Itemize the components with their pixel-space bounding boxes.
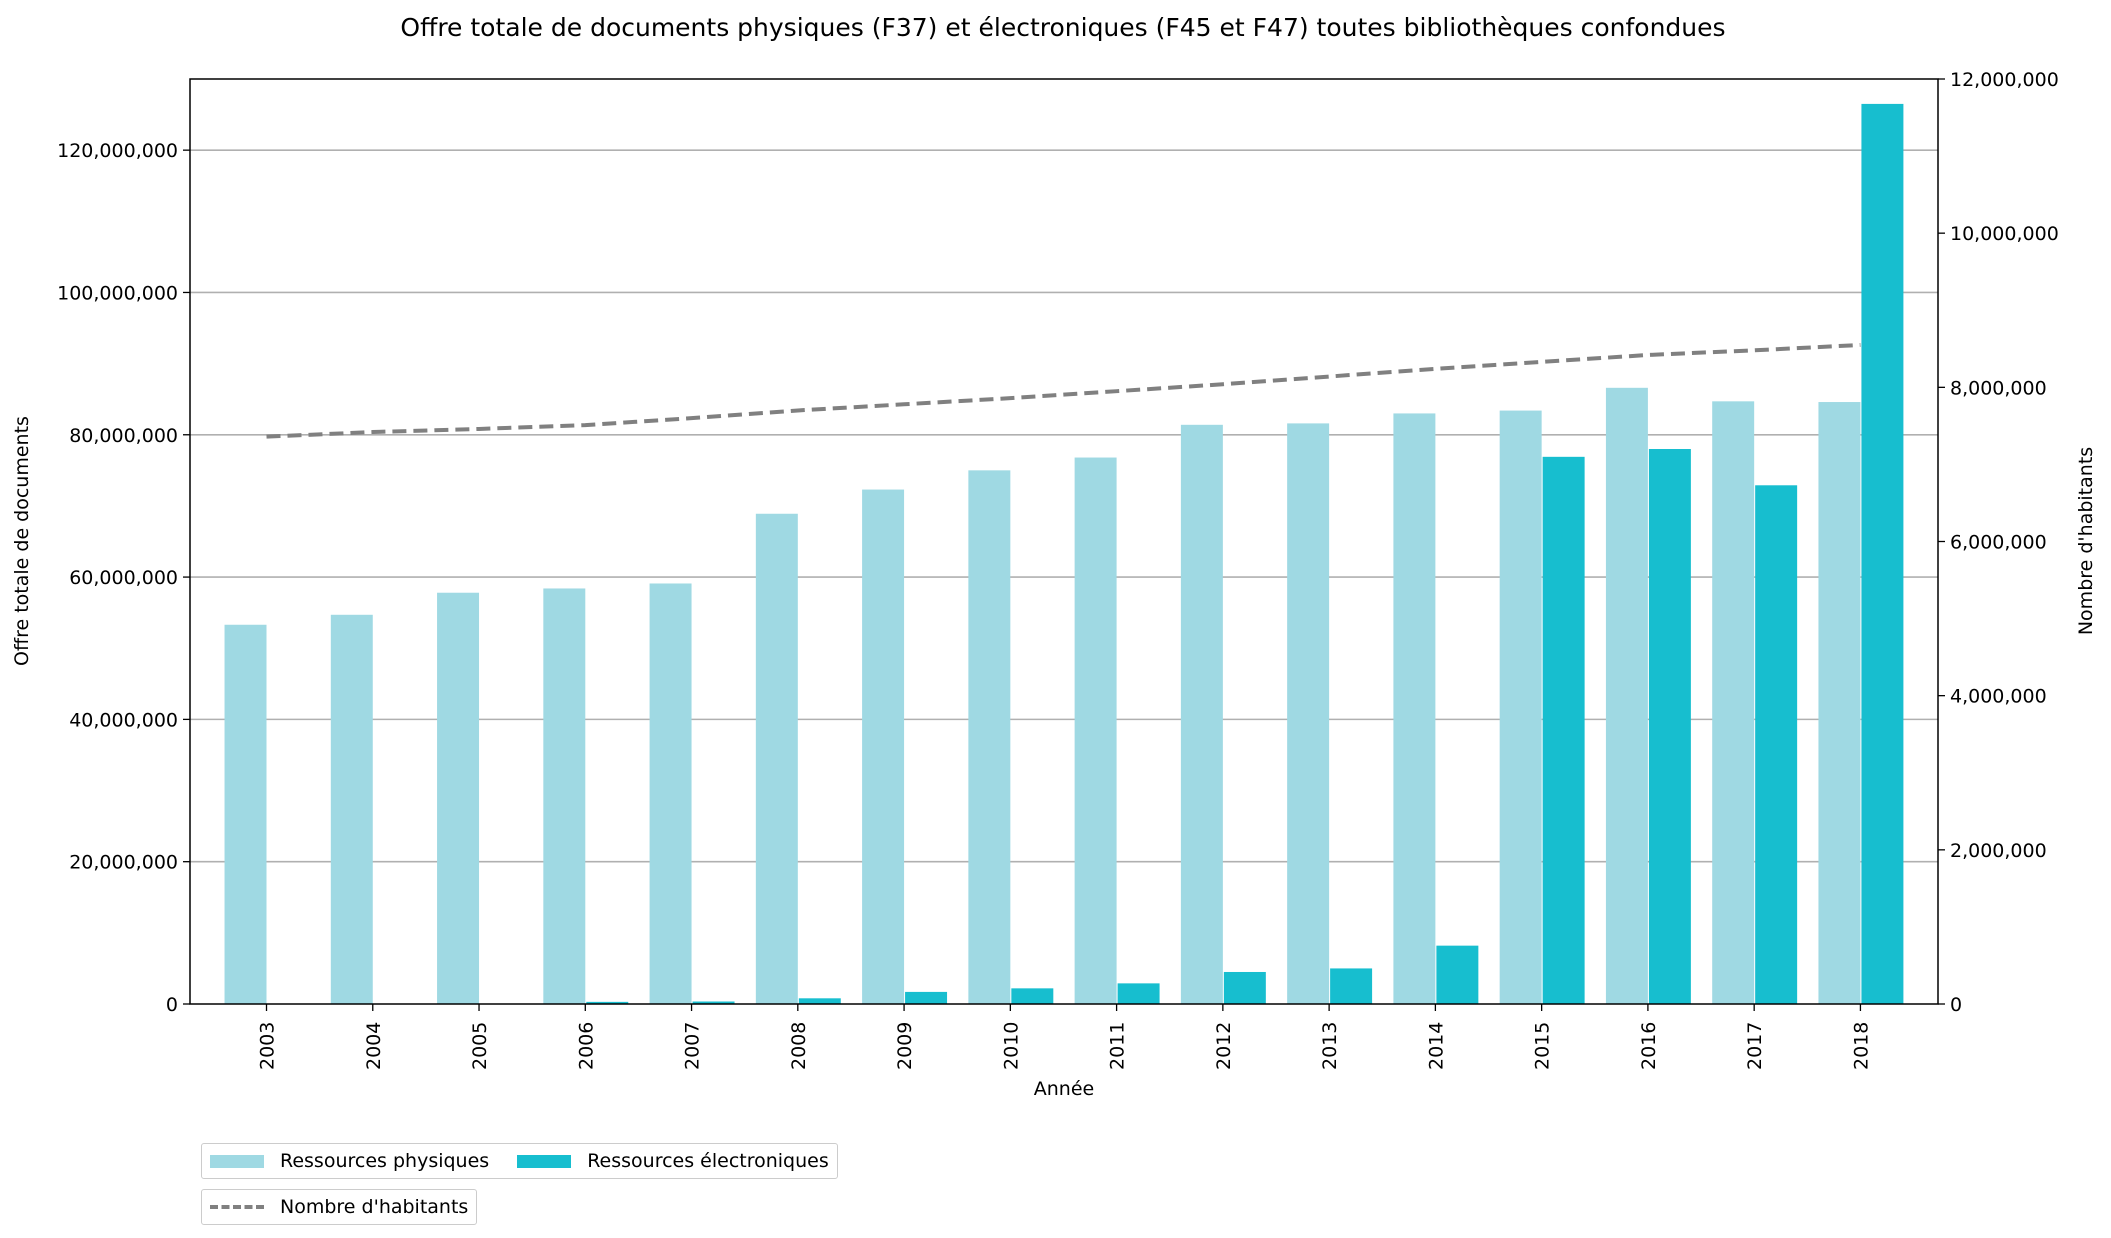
legend-item-habitants: Nombre d'habitants: [210, 1196, 468, 1218]
bar-physiques-2004: [330, 614, 373, 1004]
bar-electroniques-2015: [1542, 456, 1585, 1005]
y-tick-label-4: 80,000,000: [69, 425, 178, 447]
x-tick-label-2011: 2011: [1107, 1022, 1129, 1070]
x-tick-label-2014: 2014: [1425, 1022, 1447, 1070]
x-tick-label-2006: 2006: [575, 1022, 597, 1070]
bar-physiques-2006: [543, 588, 586, 1004]
bar-electroniques-2006: [586, 1001, 629, 1004]
bar-electroniques-2011: [1117, 983, 1160, 1004]
x-tick-label-2009: 2009: [894, 1022, 916, 1070]
bar-physiques-2014: [1393, 413, 1436, 1004]
bar-physiques-2015: [1499, 410, 1542, 1005]
y2-axis-label: Nombre d'habitants: [2075, 447, 2097, 635]
legend-swatch-physiques: [210, 1154, 264, 1168]
bar-electroniques-2018: [1861, 103, 1904, 1004]
bar-electroniques-2008: [798, 998, 841, 1004]
y2-tick-label-2: 4,000,000: [1950, 686, 2047, 708]
bar-physiques-2016: [1605, 387, 1648, 1004]
bar-electroniques-2017: [1755, 485, 1798, 1004]
x-tick-label-2012: 2012: [1213, 1022, 1235, 1070]
x-tick-label-2004: 2004: [363, 1022, 385, 1070]
x-tick-label-2016: 2016: [1638, 1022, 1660, 1070]
bar-electroniques-2013: [1330, 968, 1373, 1004]
axes: 0 20,000,000 40,000,000 60,000,000 80,000,00…: [57, 69, 2059, 1070]
bar-physiques-2013: [1287, 423, 1330, 1004]
population-line: [266, 342, 1861, 439]
y2-tick-label-5: 10,000,000: [1950, 223, 2059, 245]
legend-swatch-habitants: [210, 1205, 264, 1209]
x-tick-label-2015: 2015: [1532, 1022, 1554, 1070]
x-tick-label-2007: 2007: [682, 1022, 704, 1070]
y-tick-label-6: 120,000,000: [57, 140, 178, 162]
y-tick-label-0: 0: [166, 994, 178, 1016]
chart-title: Offre totale de documents physiques (F37…: [400, 13, 1725, 42]
y-axis-label: Offre totale de documents: [11, 416, 33, 666]
bar-electroniques-2010: [1011, 988, 1054, 1004]
bar-physiques-2005: [437, 592, 480, 1004]
legend-label-physiques: Ressources physiques: [280, 1150, 490, 1172]
bar-physiques-2018: [1818, 402, 1861, 1004]
legend-label-habitants: Nombre d'habitants: [280, 1196, 469, 1218]
legend-swatch-electroniques: [517, 1154, 572, 1168]
bar-physiques-2007: [649, 583, 692, 1004]
y2-tick-label-4: 8,000,000: [1950, 377, 2047, 399]
bar-electroniques-2012: [1223, 971, 1266, 1004]
x-tick-label-2005: 2005: [469, 1022, 491, 1070]
legend-item-electroniques: Ressources électroniques: [517, 1150, 829, 1172]
y2-tick-label-0: 0: [1950, 994, 1962, 1016]
bar-electroniques-2009: [905, 991, 948, 1004]
y-tick-label-1: 20,000,000: [69, 852, 178, 874]
x-tick-label-2008: 2008: [788, 1022, 810, 1070]
bar-electroniques-2016: [1648, 449, 1691, 1004]
legend-line: Nombre d'habitants: [201, 1189, 478, 1225]
x-tick-label-2013: 2013: [1319, 1022, 1341, 1070]
x-tick-label-2018: 2018: [1850, 1022, 1872, 1070]
legend-bars: Ressources physiques Ressources électron…: [201, 1143, 838, 1179]
bar-electroniques-2014: [1436, 945, 1479, 1004]
x-tick-label-2003: 2003: [257, 1022, 279, 1070]
y2-tick-label-6: 12,000,000: [1950, 69, 2059, 91]
x-tick-label-2017: 2017: [1744, 1022, 1766, 1070]
bar-physiques-2010: [968, 470, 1011, 1004]
y-tick-label-5: 100,000,000: [57, 282, 178, 304]
legend-label-electroniques: Ressources électroniques: [587, 1150, 829, 1172]
y-tick-label-3: 60,000,000: [69, 567, 178, 589]
bar-physiques-2009: [862, 489, 905, 1004]
bar-electroniques-2007: [692, 1001, 735, 1004]
bars: [224, 103, 1904, 1005]
x-tick-label-2010: 2010: [1000, 1022, 1022, 1070]
y2-tick-label-1: 2,000,000: [1950, 840, 2047, 862]
x-axis-label: Année: [1034, 1078, 1094, 1100]
bar-physiques-2003: [224, 624, 267, 1004]
bar-physiques-2011: [1074, 457, 1117, 1004]
legend-item-physiques: Ressources physiques: [210, 1150, 489, 1172]
y-tick-label-2: 40,000,000: [69, 709, 178, 731]
y2-tick-label-3: 6,000,000: [1950, 532, 2047, 554]
bar-physiques-2008: [755, 513, 798, 1004]
bar-physiques-2017: [1712, 401, 1755, 1005]
bar-physiques-2012: [1180, 424, 1223, 1004]
population-line-layer: [266, 342, 1861, 439]
